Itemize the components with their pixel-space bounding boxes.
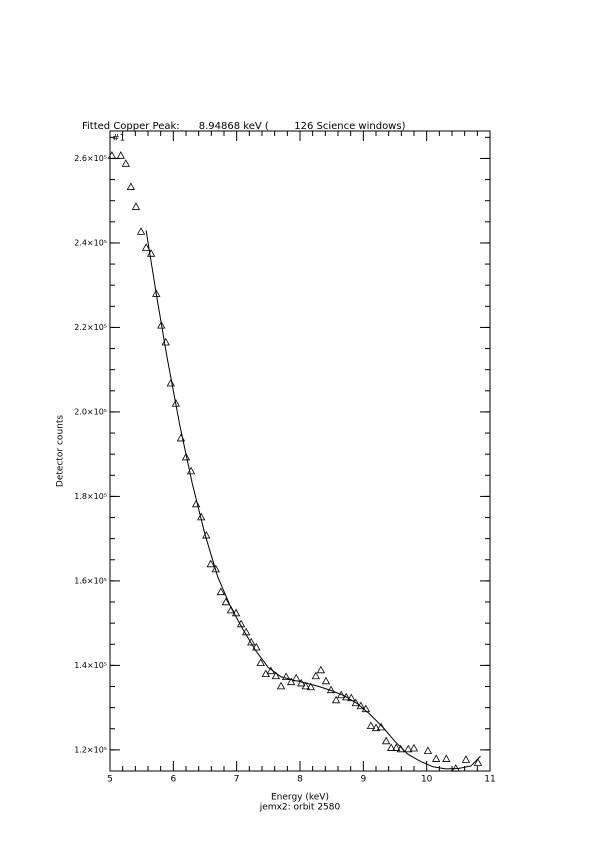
data-point xyxy=(461,755,471,763)
data-point xyxy=(107,151,117,159)
data-point xyxy=(181,452,191,461)
data-point xyxy=(271,671,281,680)
data-point xyxy=(191,499,201,508)
y-tick-label: 1.6×10⁵ xyxy=(74,576,107,585)
data-point xyxy=(247,637,256,646)
data-point xyxy=(392,743,401,751)
x-tick-label: 11 xyxy=(484,775,495,785)
data-point xyxy=(409,743,419,752)
x-axis-label: Energy (keV) xyxy=(271,793,329,803)
data-point xyxy=(301,681,310,690)
y-tick-label: 1.4×10⁵ xyxy=(74,661,107,670)
data-point xyxy=(442,754,451,762)
data-point xyxy=(256,658,265,667)
y-tick-label: 2.2×10⁵ xyxy=(74,323,107,332)
x-tick-label: 8 xyxy=(297,775,303,785)
data-point xyxy=(316,665,326,674)
data-point xyxy=(157,320,166,329)
x-tick-label: 9 xyxy=(360,775,366,785)
data-point xyxy=(216,587,226,596)
data-point xyxy=(342,692,351,701)
data-point xyxy=(136,227,146,235)
data-point xyxy=(361,704,371,713)
y-axis-label: Detector counts xyxy=(56,415,66,487)
data-point xyxy=(423,746,433,754)
y-tick-label: 2.0×10⁵ xyxy=(74,407,107,416)
x-tick-label: 7 xyxy=(234,775,240,785)
data-point xyxy=(131,202,141,210)
data-point xyxy=(431,754,441,762)
data-point xyxy=(306,682,315,691)
data-point xyxy=(387,743,396,751)
data-point xyxy=(126,182,136,190)
subtitle: jemx2: orbit 2580 xyxy=(259,803,341,813)
chart-title: Fitted Copper Peak: 8.94868 keV ( 126 Sc… xyxy=(82,121,406,132)
data-point xyxy=(371,723,381,732)
plot-label: #1 xyxy=(112,134,125,144)
data-point xyxy=(321,676,331,685)
data-point xyxy=(286,677,296,686)
data-point xyxy=(166,378,175,387)
x-tick-label: 10 xyxy=(421,775,433,785)
data-point xyxy=(311,671,321,680)
data-point xyxy=(351,698,360,707)
data-point xyxy=(276,681,286,690)
y-tick-label: 2.6×10⁵ xyxy=(74,154,107,163)
fit-line xyxy=(145,230,481,770)
data-point xyxy=(347,693,356,702)
data-point xyxy=(473,758,483,766)
data-point xyxy=(381,736,391,745)
data-point xyxy=(121,159,131,167)
y-tick-label: 1.2×10⁵ xyxy=(74,745,107,754)
y-tick-label: 2.4×10⁵ xyxy=(74,238,107,247)
data-point xyxy=(366,721,376,729)
data-point xyxy=(116,151,125,159)
data-point xyxy=(404,744,413,753)
y-tick-label: 1.8×10⁵ xyxy=(74,492,107,501)
x-tick-label: 5 xyxy=(107,775,113,785)
data-point xyxy=(206,559,215,568)
data-point xyxy=(252,642,261,651)
data-point xyxy=(221,597,231,606)
data-point xyxy=(141,243,151,251)
data-point xyxy=(281,672,291,680)
data-point xyxy=(336,690,346,699)
x-tick-label: 6 xyxy=(170,775,176,785)
data-point xyxy=(331,695,341,704)
